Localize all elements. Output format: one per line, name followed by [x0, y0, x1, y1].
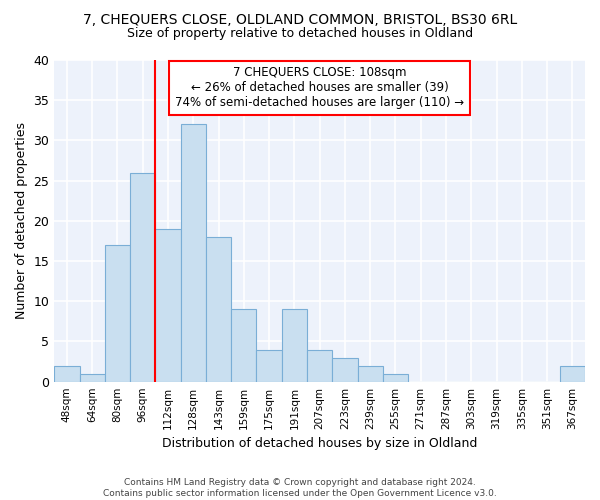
- Y-axis label: Number of detached properties: Number of detached properties: [15, 122, 28, 320]
- Bar: [206, 237, 231, 382]
- Bar: [282, 310, 307, 382]
- Bar: [105, 245, 130, 382]
- Bar: [155, 229, 181, 382]
- Text: 7 CHEQUERS CLOSE: 108sqm
← 26% of detached houses are smaller (39)
74% of semi-d: 7 CHEQUERS CLOSE: 108sqm ← 26% of detach…: [175, 66, 464, 110]
- Text: Contains HM Land Registry data © Crown copyright and database right 2024.
Contai: Contains HM Land Registry data © Crown c…: [103, 478, 497, 498]
- Bar: [181, 124, 206, 382]
- Text: 7, CHEQUERS CLOSE, OLDLAND COMMON, BRISTOL, BS30 6RL: 7, CHEQUERS CLOSE, OLDLAND COMMON, BRIST…: [83, 12, 517, 26]
- Bar: [383, 374, 408, 382]
- Bar: [560, 366, 585, 382]
- Bar: [80, 374, 105, 382]
- Bar: [358, 366, 383, 382]
- Bar: [54, 366, 80, 382]
- Text: Size of property relative to detached houses in Oldland: Size of property relative to detached ho…: [127, 28, 473, 40]
- X-axis label: Distribution of detached houses by size in Oldland: Distribution of detached houses by size …: [162, 437, 478, 450]
- Bar: [130, 172, 155, 382]
- Bar: [332, 358, 358, 382]
- Bar: [307, 350, 332, 382]
- Bar: [231, 310, 256, 382]
- Bar: [256, 350, 282, 382]
